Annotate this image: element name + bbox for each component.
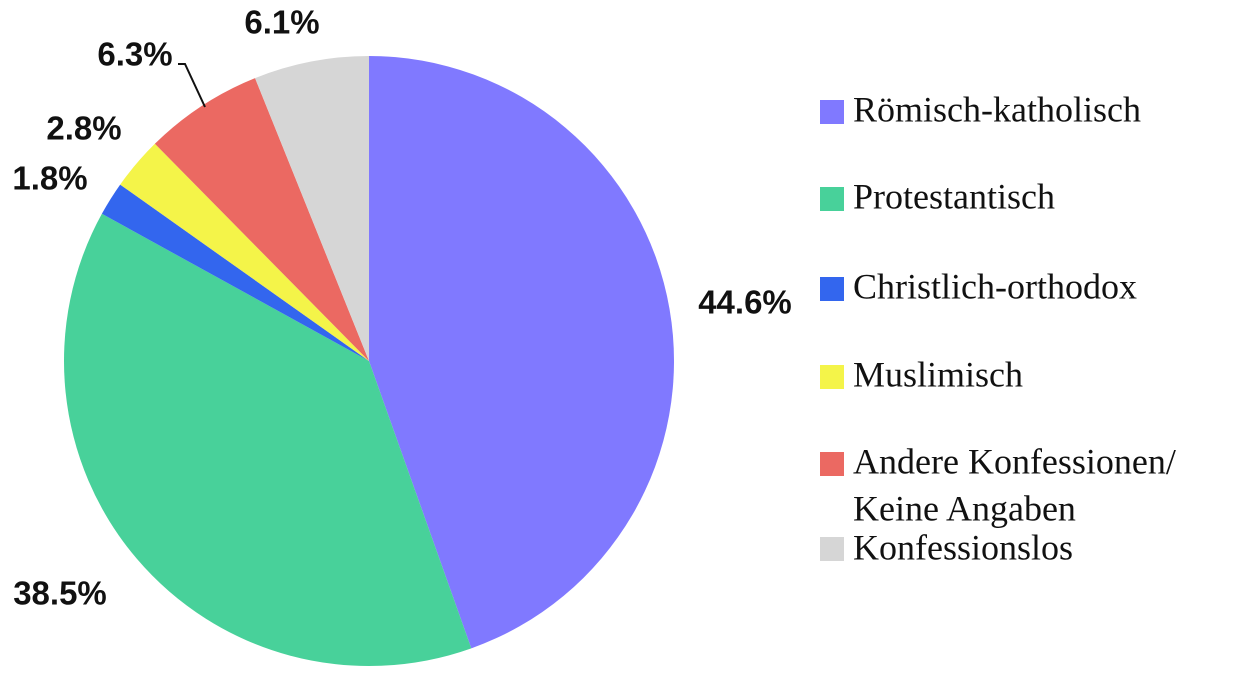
legend-label-andere-konfessionen-keine-angaben-line-1: Andere Konfessionen/ [853,441,1176,481]
data-label-muslimisch: 2.8% [46,110,121,147]
legend-item-roemisch-katholisch: Römisch-katholisch [820,89,1141,129]
pie-slices [63,56,675,667]
legend-label-christlich-orthodox: Christlich-orthodox [853,266,1137,306]
leader-lines [178,63,206,108]
pie-slice-protestantisch [63,213,472,667]
legend-item-andere-konfessionen-keine-angaben: Andere Konfessionen/Keine Angaben [820,441,1176,528]
legend-swatch-muslimisch [820,365,844,389]
leader-line-andere-konfessionen-keine-angaben [178,63,206,108]
pie-slice-muslimisch [120,143,370,361]
data-label-roemisch-katholisch: 44.6% [698,284,792,321]
legend-label-konfessionslos: Konfessionslos [853,527,1073,567]
data-label-protestantisch: 38.5% [13,575,107,612]
legend-item-konfessionslos: Konfessionslos [820,527,1073,567]
legend-label-protestantisch: Protestantisch [853,176,1055,216]
legend-item-muslimisch: Muslimisch [820,354,1023,394]
legend-swatch-roemisch-katholisch [820,100,844,124]
pie-slice-andere-konfessionen-keine-angaben [154,78,369,361]
legend-item-christlich-orthodox: Christlich-orthodox [820,266,1137,306]
data-labels: 44.6% 38.5% 1.8% 2.8% 6.3% 6.1% [12,4,791,612]
legend-swatch-konfessionslos [820,537,844,561]
legend-label-muslimisch: Muslimisch [853,354,1023,394]
legend-item-protestantisch: Protestantisch [820,176,1055,216]
legend: Römisch-katholisch Protestantisch Christli… [820,89,1176,567]
legend-swatch-christlich-orthodox [820,277,844,301]
legend-label-roemisch-katholisch: Römisch-katholisch [853,89,1141,129]
pie-slice-konfessionslos [255,56,369,361]
data-label-christlich-orthodox: 1.8% [12,160,87,197]
data-label-andere-konfessionen-keine-angaben: 6.3% [97,36,172,73]
legend-swatch-andere-konfessionen-keine-angaben [820,452,844,476]
pie-slice-christlich-orthodox [101,184,369,361]
pie-slice-roemisch-katholisch [369,56,675,649]
data-label-konfessionslos: 6.1% [244,4,319,41]
legend-swatch-protestantisch [820,187,844,211]
legend-label-andere-konfessionen-keine-angaben-line-2: Keine Angaben [853,488,1076,528]
